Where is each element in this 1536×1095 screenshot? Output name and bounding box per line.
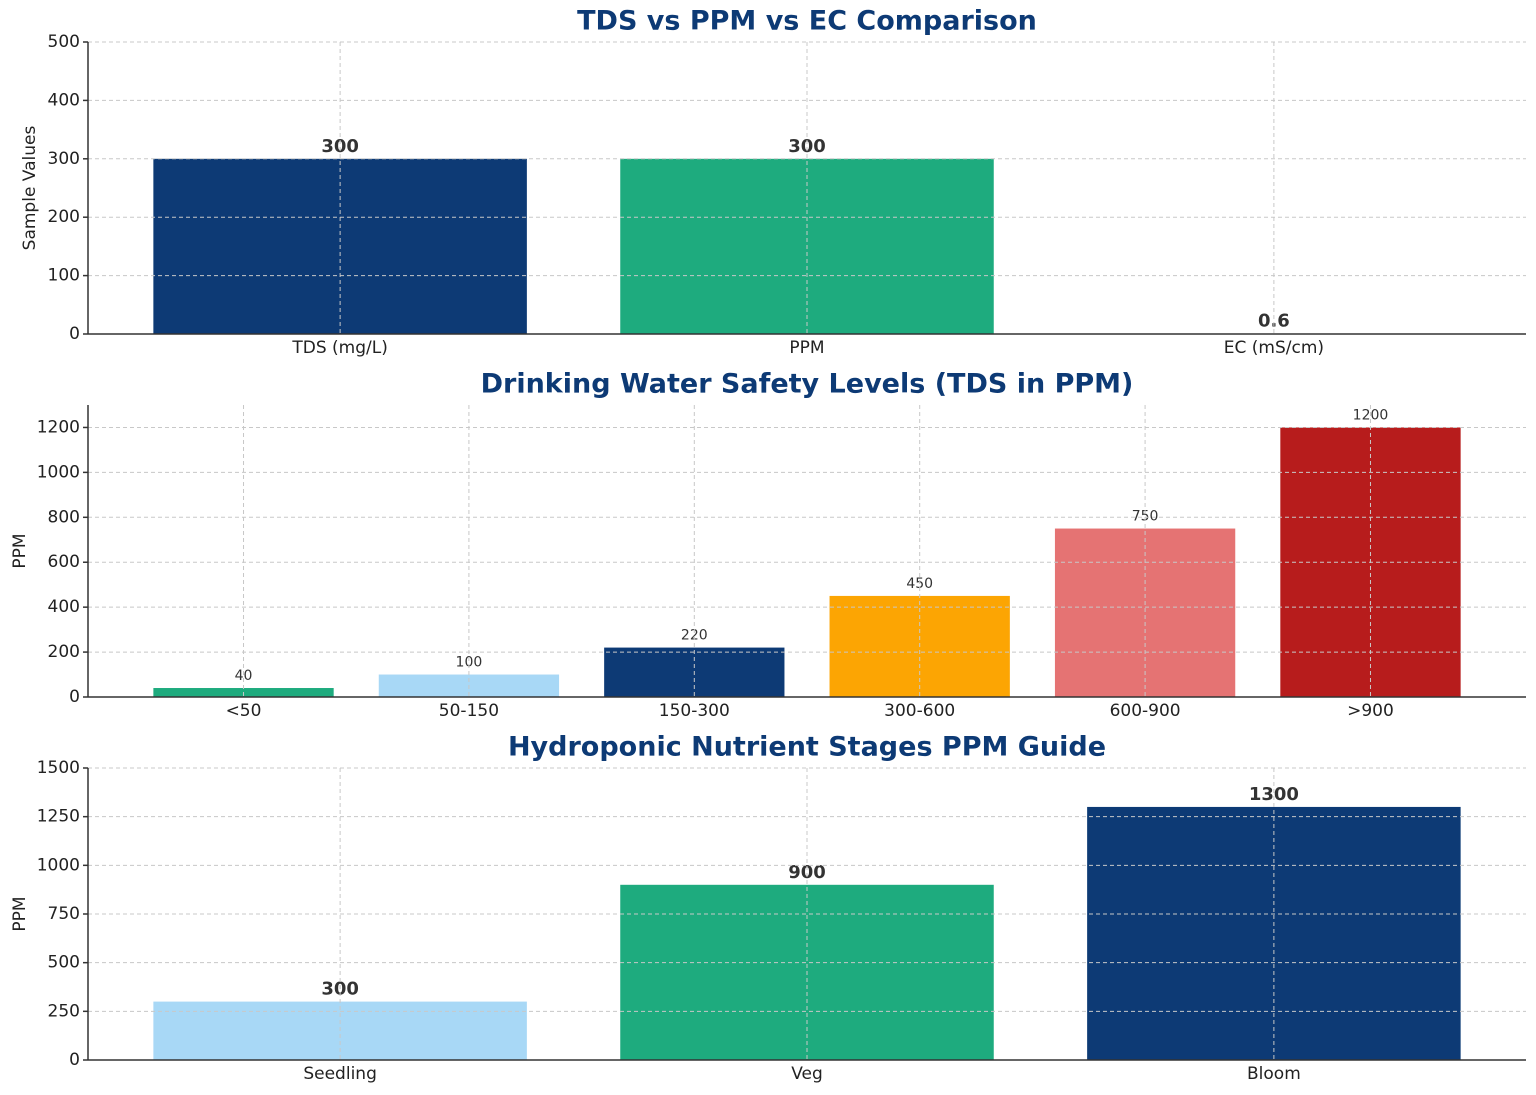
value-label: 900 xyxy=(788,862,826,883)
y-tick-label: 400 xyxy=(48,597,80,617)
chart-title: Drinking Water Safety Levels (TDS in PPM… xyxy=(481,369,1134,400)
value-label: 1300 xyxy=(1249,784,1299,805)
y-tick-label: 600 xyxy=(48,552,80,572)
y-tick-label: 1000 xyxy=(37,462,80,482)
chart-title: Hydroponic Nutrient Stages PPM Guide xyxy=(508,732,1106,763)
x-tick-label: <50 xyxy=(226,701,262,721)
y-tick-label: 250 xyxy=(48,1001,80,1021)
y-tick-label: 0 xyxy=(69,687,80,707)
y-tick-label: 750 xyxy=(48,904,80,924)
x-tick-label: PPM xyxy=(789,338,824,358)
y-tick-label: 100 xyxy=(48,266,80,286)
x-tick-label: 50-150 xyxy=(439,701,499,721)
y-tick-label: 500 xyxy=(48,953,80,973)
y-axis-label: PPM xyxy=(10,533,30,568)
y-tick-label: 1250 xyxy=(37,807,80,827)
y-tick-label: 0 xyxy=(69,1050,80,1070)
value-label: 100 xyxy=(456,655,483,671)
x-tick-label: Veg xyxy=(791,1064,823,1084)
value-label: 300 xyxy=(321,979,359,1000)
y-axis-label: PPM xyxy=(10,896,30,931)
x-tick-label: Bloom xyxy=(1247,1064,1301,1084)
value-label: 0.6 xyxy=(1258,311,1290,332)
x-tick-label: TDS (mg/L) xyxy=(291,338,387,358)
value-label: 300 xyxy=(788,136,826,157)
bar xyxy=(1087,806,1461,1060)
x-tick-label: 300-600 xyxy=(884,701,955,721)
value-label: 750 xyxy=(1132,509,1159,525)
y-tick-label: 200 xyxy=(48,642,80,662)
value-label: 40 xyxy=(235,668,253,684)
x-tick-label: >900 xyxy=(1347,701,1394,721)
y-tick-label: 0 xyxy=(69,324,80,344)
x-tick-label: 150-300 xyxy=(659,701,730,721)
y-tick-label: 1500 xyxy=(37,758,80,778)
x-tick-label: EC (mS/cm) xyxy=(1224,338,1324,358)
chart-title: TDS vs PPM vs EC Comparison xyxy=(577,6,1037,37)
bar xyxy=(1054,528,1236,697)
y-tick-label: 1200 xyxy=(37,417,80,437)
y-tick-label: 800 xyxy=(48,507,80,527)
y-axis-label: Sample Values xyxy=(20,126,40,251)
y-tick-label: 1000 xyxy=(37,855,80,875)
y-tick-label: 200 xyxy=(48,207,80,227)
y-tick-label: 300 xyxy=(48,149,80,169)
y-tick-label: 400 xyxy=(48,90,80,110)
value-label: 300 xyxy=(321,136,359,157)
x-tick-label: Seedling xyxy=(303,1064,377,1084)
value-label: 220 xyxy=(681,628,708,644)
x-tick-label: 600-900 xyxy=(1110,701,1181,721)
y-tick-label: 500 xyxy=(48,32,80,52)
